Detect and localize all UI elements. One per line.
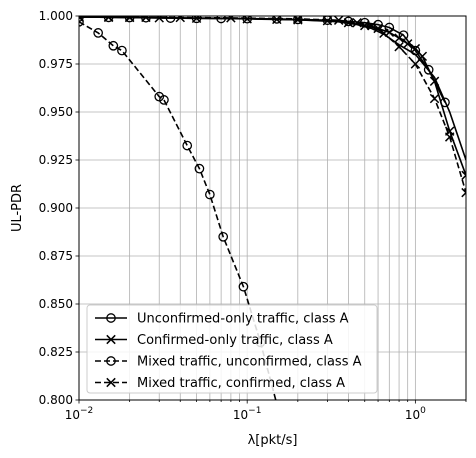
legend-entry-2: Confirmed-only traffic, class A: [95, 333, 333, 348]
series-2-point: [394, 33, 404, 43]
x-tick-label: 100: [405, 406, 426, 422]
series-4-point: [394, 41, 404, 52]
y-tick-label: 0.950: [39, 105, 73, 119]
series-3-point: [182, 140, 193, 151]
series-3-point: [108, 40, 119, 51]
legend-label: Unconfirmed-only traffic, class A: [137, 312, 349, 327]
ticks: 0.800 0.825 0.850 0.875 0.900 0.925 0.950 0.975…: [39, 9, 467, 422]
series-4-point-stroke: [461, 187, 466, 194]
series-4-point-stroke: [394, 41, 404, 52]
series-2-point-stroke: [461, 174, 466, 181]
y-tick-label: 0.925: [39, 153, 73, 167]
series-2-point-stroke: [429, 76, 440, 87]
series-2-point-stroke: [394, 33, 404, 43]
y-tick-label: 0.800: [39, 393, 73, 407]
y-tick-label: 0.900: [39, 201, 73, 215]
series-2-point-stroke: [360, 20, 370, 31]
series-4-point-stroke: [429, 93, 440, 104]
series-4-point: [79, 16, 84, 22]
series-4-point: [429, 93, 440, 104]
legend-entry-3: Mixed traffic, unconfirmed, class A: [95, 355, 362, 370]
series-3: [79, 16, 277, 400]
series-3-line: [79, 21, 277, 400]
series-4-point-stroke: [410, 59, 421, 69]
series-3-point: [159, 95, 169, 105]
series-1-point: [398, 30, 409, 41]
x-tick-label: 10−1: [233, 406, 262, 422]
series-1-point: [423, 64, 434, 75]
legend: Unconfirmed-only traffic, class A Confirm…: [86, 304, 378, 394]
legend-marker: [106, 334, 116, 345]
legend-entry-1: Unconfirmed-only traffic, class A: [95, 312, 349, 327]
series-4-point-stroke: [461, 191, 466, 198]
series-3-point: [194, 163, 205, 174]
legend-box: [86, 304, 378, 394]
series-2-point-stroke: [402, 39, 413, 49]
series-3-point: [93, 28, 104, 38]
legend-marker: [106, 356, 116, 366]
series-4-point-stroke: [352, 17, 362, 28]
series-4-point: [461, 187, 466, 198]
legend-label: Mixed traffic, confirmed, class A: [137, 376, 345, 391]
extra-curve: [79, 16, 466, 161]
y-tick-label: 0.825: [39, 345, 73, 359]
series-2-point-stroke: [410, 43, 421, 54]
y-tick-label: 0.850: [39, 297, 73, 311]
series-3-point: [205, 189, 215, 200]
series-4-point: [333, 16, 344, 25]
x-tick-label: 10−2: [65, 406, 94, 422]
series-2-point: [461, 170, 466, 181]
series-4-point-stroke: [333, 16, 344, 25]
series-2-point: [360, 20, 370, 31]
series-3-point: [218, 231, 229, 242]
series-group: [79, 16, 466, 400]
y-tick-label: 1.000: [39, 9, 73, 23]
series-2-point-stroke: [373, 23, 383, 34]
series-2-point: [402, 39, 413, 49]
y-tick-label: 0.975: [39, 57, 73, 71]
series-3-point: [238, 281, 249, 292]
series-4-point: [444, 132, 455, 142]
legend-label: Confirmed-only traffic, class A: [137, 333, 333, 348]
series-4-point: [410, 59, 421, 69]
legend-entry-4: Mixed traffic, confirmed, class A: [95, 376, 345, 391]
series-2-point: [410, 43, 421, 54]
y-tick-label: 0.875: [39, 249, 73, 263]
legend-label: Mixed traffic, unconfirmed, class A: [137, 355, 362, 370]
series-4-point-stroke: [79, 16, 84, 22]
series-2-point-stroke: [461, 170, 466, 177]
x-axis-label: λ[pkt/s]: [248, 433, 298, 448]
extra-curve-line: [79, 16, 466, 161]
legend-marker: [106, 313, 116, 323]
series-4-point-stroke: [444, 132, 455, 142]
legend-marker-stroke: [106, 334, 116, 345]
legend-marker: [106, 377, 116, 388]
series-4-point-stroke: [379, 28, 389, 39]
series-3-point: [117, 45, 127, 56]
legend-marker-stroke: [106, 377, 116, 388]
y-axis-label: UL-PDR: [10, 184, 25, 232]
